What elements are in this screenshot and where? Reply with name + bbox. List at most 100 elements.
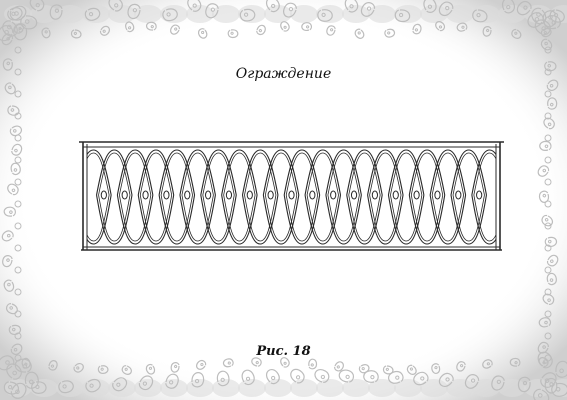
swirl-ornament	[502, 0, 515, 14]
fence-lower-loop-inner	[264, 194, 298, 242]
swirl-ornament	[384, 28, 396, 38]
fence-bead	[288, 190, 295, 200]
swirl-ornament	[435, 21, 446, 32]
fence-upper-loop-inner	[473, 152, 496, 196]
fence-lower-loop	[471, 194, 496, 245]
swirl-ornament	[41, 27, 51, 39]
swirl-ornament	[205, 3, 219, 19]
swirl-ornament	[6, 303, 18, 315]
swirl-ornament	[1, 230, 14, 242]
swirl-ornament	[538, 317, 552, 328]
fence-bead	[455, 190, 462, 200]
swirl-ornament	[546, 254, 559, 267]
fence-lower-loop-inner	[390, 194, 423, 242]
fence-lower-loop-inner	[119, 194, 152, 242]
fence-upper-loop	[96, 149, 133, 196]
fence-upper-loop-inner	[452, 152, 485, 196]
fence-lower-loop-inner	[181, 194, 214, 242]
swirl-ornament	[517, 376, 531, 393]
fence-upper-loop-inner	[98, 152, 131, 196]
fence-upper-loop	[471, 149, 496, 196]
fence-loops	[87, 149, 496, 245]
swirl-ornament	[326, 25, 336, 36]
swirl-ornament	[11, 143, 23, 156]
swirl-ornament	[216, 370, 230, 387]
fence-upper-loop-inner	[160, 152, 193, 196]
swirl-ornament	[438, 372, 454, 387]
swirl-ornament	[265, 369, 280, 385]
fence-upper-loop-inner	[431, 152, 464, 196]
swirl-ornament	[412, 23, 422, 35]
fence-upper-loop	[450, 149, 487, 196]
fence-lower-loop	[304, 194, 342, 245]
fence-lower-loop-inner	[473, 194, 496, 242]
swirl-ornament	[540, 372, 557, 388]
swirl-ornament	[84, 7, 101, 21]
swirl-ornament	[314, 369, 330, 383]
fence-lower-loop-inner	[327, 194, 360, 242]
fence-bead	[100, 190, 107, 200]
swirl-ornament	[2, 255, 13, 268]
swirl-ornament	[10, 343, 23, 355]
fence-upper-loop	[137, 149, 175, 196]
swirl-ornament	[7, 105, 20, 116]
swirl-ornament	[265, 0, 280, 13]
swirl-ornament	[2, 58, 13, 71]
fence-lower-loop-inner	[285, 194, 319, 242]
fence-lower-loop	[179, 194, 216, 245]
swirl-ornament	[482, 359, 493, 369]
swirl-ornament	[162, 8, 178, 22]
fence-lower-loop	[221, 194, 258, 245]
fence-lower-loop	[200, 194, 237, 245]
fence-lower-loop-inner	[452, 194, 485, 242]
swirl-ornament	[516, 1, 532, 16]
fence-bead	[246, 190, 253, 200]
swirl-ornament	[121, 365, 132, 375]
fence-bead	[434, 190, 441, 200]
swirl-ornament	[58, 380, 74, 394]
fence-upper-loop-inner	[181, 152, 214, 196]
fence-lower-loop	[408, 194, 446, 245]
swirl-ornament	[14, 358, 32, 373]
swirl-ornament	[10, 162, 21, 176]
fence-upper-loop-inner	[244, 152, 277, 196]
swirl-ornament	[70, 29, 82, 39]
swirl-ornament	[280, 21, 290, 32]
fence-lower-loop-inner	[369, 194, 402, 242]
fence-bead	[476, 190, 483, 200]
swirl-ornament	[360, 2, 376, 17]
fence-upper-loop	[346, 149, 383, 196]
swirl-ornament	[198, 28, 208, 39]
fence-upper-loop	[429, 149, 467, 196]
fence-lower-loop-inner	[306, 194, 339, 242]
swirl-ornament	[145, 363, 156, 375]
swirl-ornament	[363, 370, 379, 383]
swirl-ornament	[20, 15, 38, 30]
fence-upper-loop-inner	[390, 152, 423, 196]
swirl-ornament	[482, 26, 492, 37]
swirl-ornament	[125, 21, 135, 33]
fence-upper-loop-inner	[223, 152, 256, 196]
fence-lower-loop-inner	[410, 194, 444, 242]
fence-bead	[413, 190, 420, 200]
fence-upper-loop-inner	[119, 152, 152, 196]
fence-bead	[330, 190, 337, 200]
swirl-ornament	[283, 2, 297, 18]
fence-lower-loop	[450, 194, 487, 245]
fence-lower-loop	[87, 194, 112, 245]
swirl-ornament	[438, 1, 454, 17]
fence-lower-loop	[367, 194, 404, 245]
fence-upper-loop	[158, 149, 196, 196]
fence-lower-loop-inner	[348, 194, 381, 242]
swirl-ornament	[542, 293, 555, 305]
fence-lower-loop-inner	[431, 194, 464, 242]
fence-lower-loop	[137, 194, 175, 245]
fence-upper-loop-inner	[369, 152, 402, 196]
swirl-ornament	[10, 382, 27, 399]
swirl-ornament	[534, 19, 551, 36]
swirl-ornament	[49, 4, 63, 20]
swirl-ornament	[388, 370, 404, 384]
swirl-ornament	[24, 371, 39, 389]
